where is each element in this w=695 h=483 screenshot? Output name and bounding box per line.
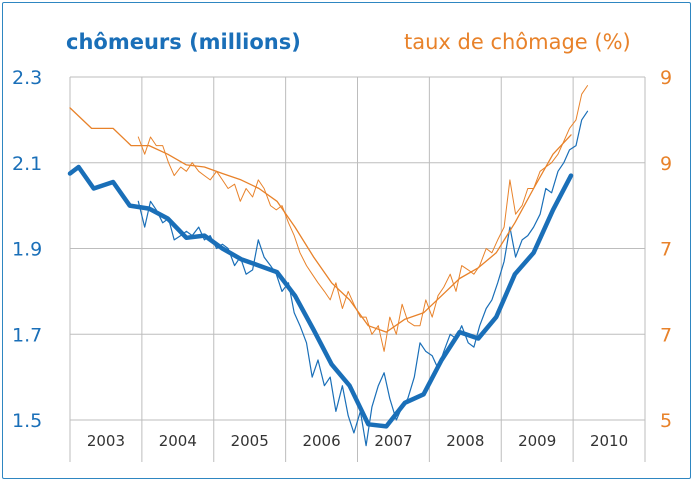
tick-labels: 2.3 2.1 1.9 1.7 1.5 9 9 7 7 5 2003 2004 2005 2006 2007… bbox=[12, 67, 672, 450]
right-axis-title: taux de chômage (%) bbox=[404, 30, 631, 54]
x-tick-label: 2010 bbox=[590, 432, 628, 450]
y-left-tick-label: 1.7 bbox=[12, 324, 42, 346]
y-left-tick-label: 1.9 bbox=[12, 239, 42, 261]
y-left-tick-label: 2.3 bbox=[12, 67, 42, 89]
x-tick-label: 2007 bbox=[374, 432, 412, 450]
x-tick-label: 2009 bbox=[518, 432, 556, 450]
series-line-2 bbox=[137, 110, 589, 447]
series-group bbox=[67, 85, 589, 447]
series-line-3 bbox=[69, 107, 572, 333]
y-right-tick-label: 5 bbox=[660, 410, 672, 432]
x-tick-label: 2006 bbox=[302, 432, 340, 450]
y-left-tick-label: 2.1 bbox=[12, 153, 42, 175]
y-right-tick-label: 7 bbox=[660, 324, 672, 346]
series-line-4 bbox=[137, 85, 588, 352]
series-line-1 bbox=[67, 164, 574, 429]
x-tick-label: 2004 bbox=[159, 432, 197, 450]
chart-frame bbox=[2, 2, 691, 479]
x-tick-label: 2008 bbox=[446, 432, 484, 450]
grid bbox=[69, 76, 646, 462]
y-right-tick-label: 7 bbox=[660, 239, 672, 261]
y-right-tick-label: 9 bbox=[660, 67, 672, 89]
x-tick-label: 2005 bbox=[231, 432, 269, 450]
x-tick-label: 2003 bbox=[87, 432, 125, 450]
left-axis-title: chômeurs (millions) bbox=[66, 30, 301, 54]
y-right-tick-label: 9 bbox=[660, 153, 672, 175]
y-left-tick-label: 1.5 bbox=[12, 410, 42, 432]
